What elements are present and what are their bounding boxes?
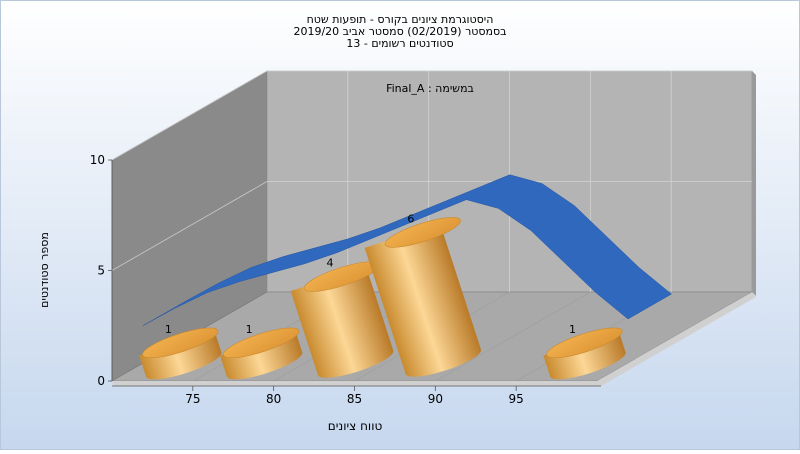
x-tick-label: 95 xyxy=(509,392,524,406)
back-wall-edge xyxy=(752,71,756,296)
bar-body xyxy=(290,266,394,378)
y-tick-label: 0 xyxy=(97,374,105,388)
curve-layer xyxy=(142,174,672,326)
bar-value-label: 1 xyxy=(246,323,253,336)
x-axis-label: טווח ציונים xyxy=(328,419,383,433)
grid-line-x-floor xyxy=(435,291,591,382)
y-tick-label: 10 xyxy=(90,153,105,167)
bar-value-label: 6 xyxy=(407,212,414,225)
grid-line-y-side xyxy=(111,70,268,161)
bar-top xyxy=(384,217,461,248)
bar-top xyxy=(546,327,623,359)
bars-layer: 1 1 4 6 1 xyxy=(139,212,626,380)
chart-title-line-2: בסמסטר (02/2019) סמסטר אביב 2019/20 xyxy=(293,25,506,38)
chart-title-line-3: סטודנטים רשומים - 13 xyxy=(346,37,453,50)
bar-value-label: 1 xyxy=(569,323,576,336)
histogram-bar: 1 xyxy=(543,323,626,380)
bar-top xyxy=(223,327,300,359)
histogram-bar: 1 xyxy=(220,323,303,380)
chart-annotation: במשימה : Final_A xyxy=(386,82,474,95)
x-tick-label: 75 xyxy=(185,392,200,406)
y-tick-label: 5 xyxy=(97,264,105,278)
axis-ticks: 0 5 10 75 80 85 90 95 xyxy=(90,153,601,406)
density-curve xyxy=(142,174,672,326)
bar-value-label: 4 xyxy=(326,257,333,270)
chart-title-line-1: היסטוגרמת ציונים בקורס - תופעות שטח xyxy=(307,13,494,26)
bar-top xyxy=(142,327,219,359)
histogram-bar: 1 xyxy=(139,323,222,380)
y-axis-label: מספר סטודנטים xyxy=(38,232,51,308)
bar-body xyxy=(364,223,482,377)
grid-line-y-side xyxy=(111,181,268,271)
x-tick-label: 80 xyxy=(266,392,281,406)
bar-value-label: 1 xyxy=(165,323,172,336)
x-tick-label: 85 xyxy=(347,392,362,406)
x-tick-label: 90 xyxy=(428,392,443,406)
histogram-bar: 6 xyxy=(364,212,482,377)
